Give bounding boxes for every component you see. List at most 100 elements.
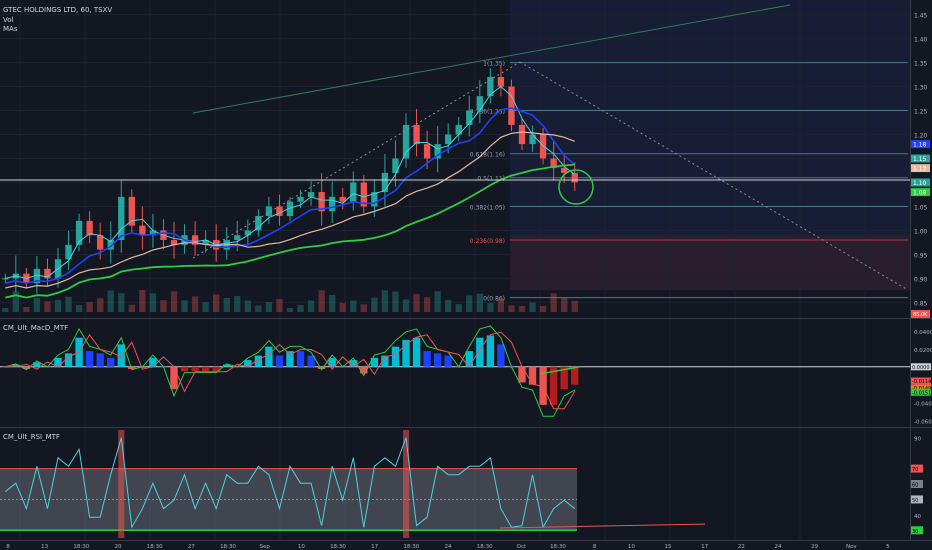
price-marker-label: 1.18 (913, 142, 927, 149)
volume-bar (423, 297, 431, 312)
macd-title: CM_Ult_MacD_MTF (3, 324, 68, 332)
ma-green-line[interactable] (5, 163, 575, 299)
candle-body[interactable] (571, 172, 578, 183)
candle-body[interactable] (244, 230, 251, 236)
rsi-line[interactable] (4, 437, 576, 529)
volume-bar (487, 302, 494, 312)
trendline-projection[interactable] (519, 61, 909, 291)
price-marker (911, 178, 930, 187)
macd-marker-label: 0.0000 (912, 365, 930, 371)
candle-body[interactable] (539, 134, 547, 159)
candle-body[interactable] (276, 206, 283, 217)
candle-body[interactable] (423, 144, 431, 159)
candle-body[interactable] (318, 192, 325, 212)
macd-histogram-bar (476, 337, 484, 367)
candle-body[interactable] (44, 268, 51, 279)
volume-bar (455, 304, 462, 312)
candle-body[interactable] (550, 158, 557, 169)
time-axis: 8 13 18:30 20 18:30 27 18:30 Sep 10 18:30 17 18:30 2… (6, 544, 890, 550)
candle-body[interactable] (561, 168, 568, 173)
candle-body[interactable] (118, 196, 125, 241)
candle-body[interactable] (170, 240, 178, 245)
time-tick-label: 24 (775, 544, 782, 550)
candle-body[interactable] (476, 96, 483, 111)
candle-body[interactable] (128, 196, 135, 226)
candle-body[interactable] (234, 235, 241, 241)
candle-body[interactable] (97, 235, 104, 250)
ma-blue-line[interactable] (5, 107, 576, 285)
time-tick-label: 17 (701, 544, 708, 550)
volume-bar (434, 291, 441, 312)
macd-histogram-bar (360, 366, 368, 374)
candle-body[interactable] (149, 230, 157, 236)
trendline-upper[interactable] (192, 4, 791, 114)
macd-histogram-bar (497, 344, 505, 367)
rsi-marker (911, 526, 923, 535)
candle-body[interactable] (255, 216, 262, 231)
candle-body[interactable] (86, 220, 93, 236)
macd-signal-line[interactable] (5, 331, 576, 410)
candle-body[interactable] (329, 196, 336, 212)
volume-bar (33, 297, 41, 312)
macd-histogram-bar (254, 355, 263, 367)
candle-body[interactable] (297, 196, 304, 202)
candle-body[interactable] (265, 206, 273, 217)
candle-body[interactable] (33, 268, 41, 284)
macd-histogram-bar (370, 357, 379, 367)
candle-body[interactable] (381, 172, 389, 193)
macd-histogram-bar (265, 346, 273, 367)
rsi-trendline[interactable] (499, 523, 706, 529)
volume-bar (508, 305, 515, 312)
highlight-circle[interactable] (558, 169, 594, 205)
macd-histogram-bar (117, 344, 125, 367)
candle-body[interactable] (413, 124, 420, 145)
ma-fast-line[interactable] (5, 85, 576, 279)
candle-body[interactable] (202, 240, 209, 245)
macd-histogram-bar (1, 366, 9, 368)
candle-body[interactable] (434, 144, 441, 159)
candle-body[interactable] (191, 235, 199, 245)
macd-histogram-bar (571, 366, 579, 385)
candle-body[interactable] (518, 124, 526, 145)
candle-body[interactable] (107, 240, 114, 250)
macd-trendline[interactable] (539, 366, 581, 375)
candle-body[interactable] (445, 134, 452, 145)
macd-histogram-bar (22, 366, 31, 370)
fib-level-label: 0.618(1.16) (470, 152, 505, 159)
time-tick-label: 8 (593, 544, 597, 550)
candle-body[interactable] (286, 201, 294, 217)
volume-bar (339, 302, 346, 312)
candle-body[interactable] (455, 124, 462, 135)
candle-body[interactable] (392, 158, 399, 173)
time-tick-label: Oct (517, 544, 527, 550)
candle-body[interactable] (339, 196, 346, 202)
volume-bar (360, 304, 367, 312)
candle-body[interactable] (497, 76, 505, 87)
price-tick-label: 1.25 (914, 109, 928, 116)
candle-body[interactable] (466, 110, 473, 125)
candle-body[interactable] (508, 86, 515, 125)
candle-body[interactable] (371, 192, 378, 207)
volume-bar (529, 302, 536, 312)
candle-body[interactable] (139, 225, 146, 236)
candle-body[interactable] (402, 124, 410, 159)
ma-tan-line[interactable] (5, 131, 575, 289)
axes: 1.45 1.40 1.35 1.30 1.25 1.20 1.15 1.10 1.05 1.00… (911, 13, 930, 318)
price-marker-label: 1.13 (913, 166, 927, 173)
price-marker (911, 188, 930, 197)
volume-bar (107, 290, 114, 312)
candle-body[interactable] (529, 134, 536, 145)
candle-body[interactable] (65, 244, 72, 260)
rsi-marker (911, 495, 923, 504)
candle-body[interactable] (307, 192, 315, 197)
macd-histogram-bar (444, 355, 452, 367)
candle-body[interactable] (75, 220, 83, 245)
trendline-dashed[interactable] (192, 61, 521, 259)
candle-body[interactable] (350, 182, 357, 202)
rsi-marker (911, 480, 923, 488)
candle-body[interactable] (487, 76, 494, 97)
volume-bar (223, 297, 230, 312)
volume-bars (2, 290, 578, 312)
candle-body[interactable] (2, 278, 9, 280)
candle-body[interactable] (360, 182, 367, 207)
